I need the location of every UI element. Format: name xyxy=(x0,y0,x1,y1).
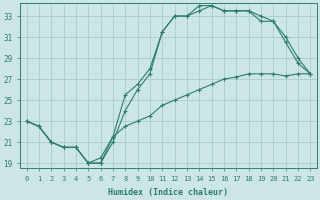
X-axis label: Humidex (Indice chaleur): Humidex (Indice chaleur) xyxy=(108,188,228,197)
